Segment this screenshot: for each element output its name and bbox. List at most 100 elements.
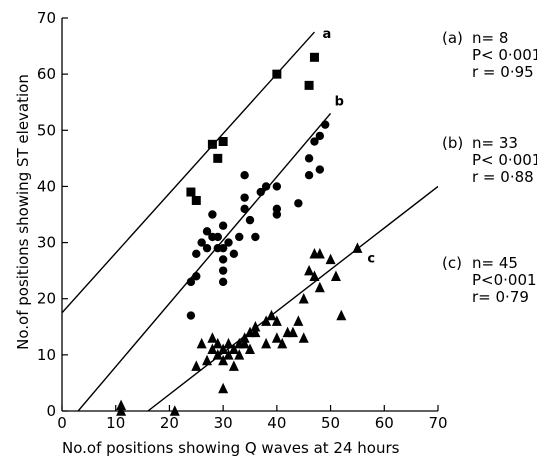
- data-point-triangle: [330, 270, 341, 282]
- data-point-square: [272, 69, 282, 79]
- y-tick-label: 70: [37, 9, 56, 27]
- data-point-circle: [224, 238, 233, 247]
- data-point-triangle: [239, 332, 250, 343]
- x-tick-label: 0: [57, 414, 67, 432]
- data-point-triangle: [266, 309, 277, 321]
- data-point-triangle: [277, 337, 288, 349]
- data-point-circle: [240, 171, 249, 180]
- data-point-triangle: [223, 349, 234, 360]
- data-point-triangle: [228, 360, 239, 371]
- data-point-triangle: [245, 343, 255, 354]
- data-point-square: [213, 153, 223, 163]
- data-point-circle: [202, 227, 212, 236]
- data-point-circle: [315, 165, 325, 174]
- annotation-line: r = 0·95: [472, 63, 534, 81]
- data-point-triangle: [325, 253, 336, 265]
- series-b: b: [77, 94, 344, 411]
- x-tick-label: 60: [375, 414, 394, 432]
- data-point-triangle: [234, 349, 245, 360]
- data-point-triangle: [202, 354, 213, 366]
- series-a: a: [62, 27, 331, 314]
- data-point-triangle: [282, 326, 293, 338]
- data-point-circle: [294, 199, 303, 208]
- annotation-label: (c): [442, 254, 462, 272]
- data-point-triangle: [207, 332, 218, 343]
- y-tick-label: 20: [37, 290, 56, 308]
- annotation-line: P< 0·001: [472, 151, 537, 169]
- data-point-triangle: [261, 337, 272, 349]
- series-label-b: b: [335, 94, 344, 109]
- data-point-triangle: [228, 343, 239, 354]
- data-point-triangle: [212, 349, 223, 360]
- data-point-circle: [256, 187, 265, 197]
- regression-line-c: [147, 185, 438, 411]
- data-point-triangle: [116, 399, 127, 411]
- y-tick-label: 40: [37, 177, 56, 195]
- x-tick-label: 30: [214, 414, 233, 432]
- series-label-c: c: [367, 252, 375, 267]
- data-point-triangle: [298, 292, 309, 304]
- data-point-triangle: [250, 326, 261, 338]
- data-point-triangle: [196, 337, 207, 349]
- data-point-circle: [251, 232, 260, 242]
- x-axis-title: No.of positions showing Q waves at 24 ho…: [62, 439, 400, 457]
- annotation-line: n= 33: [472, 134, 518, 152]
- data-point-triangle: [309, 248, 320, 259]
- data-point-circle: [202, 243, 212, 253]
- data-point-circle: [240, 204, 249, 214]
- data-point-square: [191, 195, 201, 205]
- annotation-line: n= 8: [472, 29, 508, 47]
- data-point-circle: [192, 272, 201, 281]
- annotation-line: r= 0·79: [472, 288, 529, 306]
- x-tick-label: 20: [160, 414, 179, 432]
- annotation-label: (b): [442, 134, 463, 152]
- data-point-triangle: [336, 309, 347, 321]
- data-point-triangle: [250, 321, 261, 332]
- data-point-triangle: [352, 242, 363, 253]
- data-point-triangle: [271, 332, 282, 343]
- data-point-circle: [186, 277, 196, 287]
- data-point-circle: [229, 249, 239, 258]
- data-point-triangle: [309, 270, 320, 282]
- data-point-triangle: [207, 343, 218, 354]
- data-point-circle: [213, 232, 222, 242]
- annotation-line: r = 0·88: [472, 168, 534, 186]
- data-point-circle: [218, 277, 228, 287]
- data-point-circle: [245, 215, 255, 225]
- data-point-circle: [235, 232, 244, 242]
- data-point-circle: [272, 210, 282, 219]
- data-point-circle: [218, 266, 228, 275]
- y-axis-title: No.of positions showing ST elevation: [14, 74, 32, 350]
- data-point-square: [186, 187, 196, 197]
- data-point-circle: [218, 255, 228, 264]
- data-point-triangle: [298, 332, 309, 343]
- regression-line-a: [62, 31, 315, 314]
- data-point-circle: [197, 238, 206, 247]
- data-point-triangle: [293, 315, 304, 326]
- data-point-circle: [218, 221, 228, 230]
- data-point-circle: [310, 137, 319, 146]
- data-point-triangle: [304, 264, 315, 276]
- y-tick-label: 10: [37, 346, 56, 364]
- data-point-triangle: [223, 337, 234, 349]
- data-point-triangle: [261, 315, 272, 326]
- series-c: c: [116, 185, 438, 416]
- data-point-square: [207, 139, 217, 149]
- data-point-circle: [304, 171, 314, 180]
- data-point-circle: [192, 249, 201, 258]
- data-point-square: [218, 137, 228, 147]
- data-point-triangle: [234, 337, 245, 349]
- y-tick-label: 30: [37, 234, 56, 252]
- regression-line-b: [77, 112, 332, 411]
- data-point-circle: [208, 210, 217, 219]
- data-point-circle: [304, 154, 314, 163]
- data-point-circle: [315, 131, 325, 141]
- y-tick-label: 0: [46, 402, 56, 420]
- annotation-line: P< 0·001: [472, 46, 537, 64]
- data-point-circle: [240, 193, 249, 202]
- data-point-circle: [186, 311, 196, 320]
- data-point-triangle: [212, 337, 223, 349]
